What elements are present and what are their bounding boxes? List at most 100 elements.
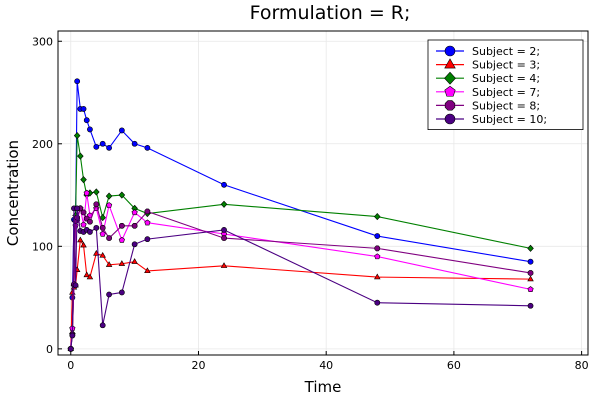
data-point bbox=[527, 275, 534, 282]
data-point bbox=[99, 214, 106, 222]
data-point bbox=[221, 181, 227, 188]
legend-label: Subject = 7; bbox=[472, 86, 540, 99]
data-point bbox=[119, 222, 125, 229]
x-tick-label: 80 bbox=[575, 359, 589, 372]
data-point bbox=[87, 229, 93, 235]
x-tick-label: 0 bbox=[67, 359, 74, 372]
x-tick-label: 20 bbox=[191, 359, 205, 372]
data-point bbox=[99, 230, 106, 237]
data-point bbox=[106, 144, 112, 151]
data-point bbox=[374, 233, 381, 239]
legend-marker bbox=[444, 58, 456, 69]
data-point bbox=[131, 258, 138, 264]
legend-label: Subject = 2; bbox=[472, 45, 540, 58]
data-point bbox=[74, 205, 81, 212]
legend-item[interactable]: Subject = 4; bbox=[436, 71, 540, 85]
series-group bbox=[67, 78, 534, 353]
series-line bbox=[70, 238, 531, 349]
y-tick-label: 300 bbox=[32, 35, 53, 48]
legend-item[interactable]: Subject = 7; bbox=[436, 86, 540, 99]
data-point bbox=[527, 244, 534, 252]
legend-marker bbox=[444, 100, 456, 111]
data-point bbox=[80, 106, 87, 112]
x-tick-label: 40 bbox=[319, 359, 333, 372]
data-point bbox=[93, 143, 100, 150]
y-tick-label: 0 bbox=[46, 343, 53, 356]
data-point bbox=[221, 235, 227, 241]
x-axis-ticks: 0 20 40 60 80 bbox=[67, 351, 589, 372]
legend-label: Subject = 3; bbox=[472, 59, 540, 72]
data-point bbox=[83, 271, 90, 278]
data-point bbox=[93, 201, 100, 208]
data-point bbox=[69, 332, 76, 339]
legend-marker bbox=[444, 113, 456, 125]
legend-item[interactable]: Subject = 3; bbox=[436, 58, 540, 72]
data-point bbox=[87, 126, 93, 133]
data-point bbox=[105, 192, 113, 200]
data-point bbox=[374, 253, 381, 260]
series-3 bbox=[67, 132, 534, 353]
legend-marker bbox=[444, 71, 456, 85]
data-point bbox=[99, 251, 106, 258]
data-point bbox=[80, 176, 87, 184]
data-point bbox=[74, 78, 81, 85]
legend-marker bbox=[444, 45, 456, 57]
data-point bbox=[527, 302, 534, 309]
y-axis-label: Concentration bbox=[4, 140, 22, 246]
data-point bbox=[118, 236, 125, 243]
series-2 bbox=[67, 236, 534, 351]
y-axis-ticks: 0 100 200 300 bbox=[32, 35, 62, 356]
series-5 bbox=[67, 201, 534, 352]
legend-label: Subject = 8; bbox=[472, 99, 540, 112]
data-point bbox=[118, 191, 126, 199]
data-point bbox=[374, 273, 381, 280]
data-point bbox=[144, 208, 151, 215]
data-point bbox=[118, 260, 126, 266]
plot-frame bbox=[57, 30, 589, 356]
data-point bbox=[77, 152, 84, 160]
legend[interactable]: Subject = 2;Subject = 3;Subject = 4;Subj… bbox=[427, 39, 584, 130]
legend-box bbox=[427, 39, 584, 130]
series-6 bbox=[67, 205, 534, 352]
x-tick-label: 60 bbox=[447, 359, 461, 372]
data-point bbox=[93, 224, 100, 231]
data-point bbox=[118, 127, 125, 134]
data-point bbox=[106, 202, 113, 208]
data-point bbox=[86, 273, 94, 280]
data-point bbox=[67, 345, 74, 352]
data-point bbox=[221, 227, 227, 233]
data-point bbox=[374, 245, 381, 252]
data-point bbox=[105, 261, 113, 267]
data-point bbox=[144, 236, 151, 243]
data-point bbox=[106, 235, 112, 241]
data-point bbox=[73, 132, 81, 140]
legend-item[interactable]: Subject = 8; bbox=[436, 99, 540, 112]
legend-item[interactable]: Subject = 10; bbox=[436, 113, 547, 126]
data-point bbox=[131, 241, 138, 248]
data-point bbox=[527, 258, 534, 265]
y-tick-label: 200 bbox=[32, 138, 53, 151]
data-point bbox=[144, 267, 151, 274]
data-point bbox=[80, 209, 87, 216]
data-point bbox=[220, 200, 228, 208]
data-point bbox=[106, 291, 112, 298]
data-point bbox=[527, 270, 534, 276]
data-point bbox=[220, 262, 228, 268]
data-point bbox=[72, 282, 79, 289]
data-point bbox=[80, 241, 87, 248]
data-point bbox=[93, 188, 100, 196]
data-point bbox=[131, 222, 138, 229]
legend-marker bbox=[444, 85, 456, 97]
data-point bbox=[87, 218, 93, 225]
legend-item[interactable]: Subject = 2; bbox=[436, 45, 540, 58]
data-point bbox=[83, 189, 90, 196]
data-point bbox=[99, 140, 106, 147]
data-point bbox=[374, 299, 381, 306]
data-point bbox=[144, 219, 151, 226]
data-point bbox=[99, 225, 106, 231]
data-point bbox=[144, 144, 151, 151]
data-point bbox=[99, 322, 106, 329]
legend-label: Subject = 4; bbox=[472, 72, 540, 85]
x-axis-label: Time bbox=[304, 378, 342, 396]
